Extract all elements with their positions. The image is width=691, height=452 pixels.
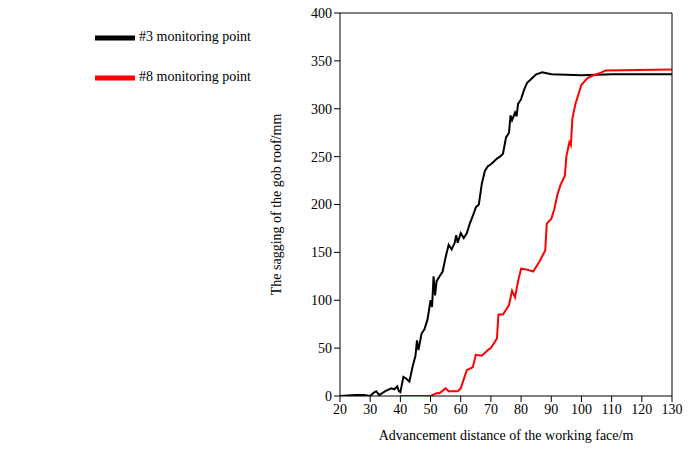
svg-text:70: 70 [484,402,498,417]
svg-text:250: 250 [311,150,332,165]
svg-text:100: 100 [311,293,332,308]
svg-text:110: 110 [601,402,621,417]
svg-text:350: 350 [311,54,332,69]
svg-text:400: 400 [311,6,332,21]
svg-text:60: 60 [454,402,468,417]
svg-text:0: 0 [325,389,332,404]
svg-text:20: 20 [333,402,347,417]
svg-text:30: 30 [363,402,377,417]
html-text:#3 monitoring point: #3 monitoring point [139,29,251,45]
svg-text:120: 120 [631,402,652,417]
svg-text:Advancement distance of the wo: Advancement distance of the working face… [379,428,634,443]
svg-text:50: 50 [318,341,332,356]
svg-text:The sagging of the gob roof/mm: The sagging of the gob roof/mm [269,114,284,296]
svg-text:80: 80 [514,402,528,417]
svg-text:150: 150 [311,245,332,260]
svg-text:300: 300 [311,102,332,117]
svg-text:200: 200 [311,197,332,212]
svg-text:100: 100 [571,402,592,417]
svg-text:90: 90 [544,402,558,417]
html-text:#8 monitoring point: #8 monitoring point [139,69,251,85]
svg-text:50: 50 [424,402,438,417]
svg-text:130: 130 [662,402,683,417]
svg-text:40: 40 [393,402,407,417]
